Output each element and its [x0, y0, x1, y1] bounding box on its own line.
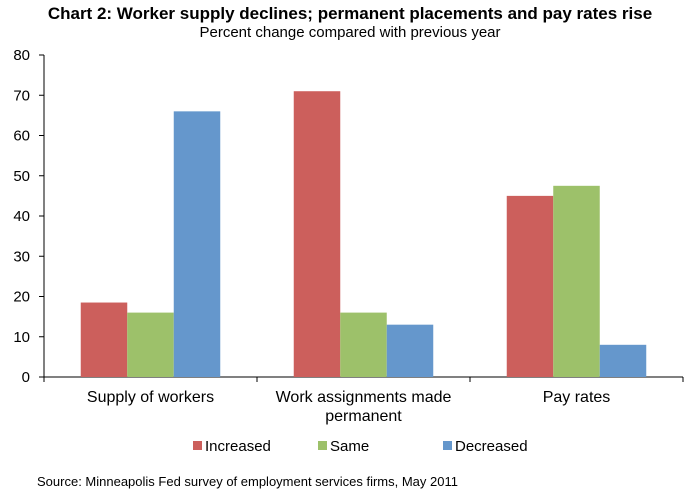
- legend-swatch-decreased: [443, 441, 452, 450]
- chart-bars: [80, 91, 647, 377]
- y-tick-label: 20: [13, 289, 30, 306]
- bar-decreased-1: [386, 324, 434, 377]
- y-tick-label: 80: [13, 47, 30, 64]
- bar-same-1: [340, 312, 387, 377]
- y-tick-label: 0: [22, 369, 30, 386]
- bar-same-2: [553, 185, 600, 377]
- y-tick-label: 40: [13, 208, 30, 225]
- category-label: Work assignments made: [276, 389, 452, 406]
- source-note: Source: Minneapolis Fed survey of employ…: [37, 474, 458, 489]
- legend-label-decreased: Decreased: [455, 438, 528, 455]
- legend-swatch-same: [318, 441, 327, 450]
- bar-chart: 0 10 20 30 40 50 60 70 80 Supply of workers Work …: [13, 47, 684, 455]
- category-label: permanent: [325, 408, 402, 425]
- bar-increased-0: [80, 302, 128, 377]
- category-label: Supply of workers: [87, 389, 214, 406]
- y-tick-label: 30: [13, 248, 30, 265]
- bar-same-0: [127, 312, 174, 377]
- y-tick-label: 60: [13, 128, 30, 145]
- legend-label-increased: Increased: [205, 438, 271, 455]
- legend-label-same: Same: [330, 438, 369, 455]
- bar-decreased-0: [173, 111, 221, 377]
- bar-increased-1: [293, 91, 341, 377]
- y-tick-label: 50: [13, 168, 30, 185]
- category-labels: Supply of workers Work assignments made pe…: [87, 389, 610, 425]
- bar-decreased-2: [599, 344, 647, 377]
- chart-title: Chart 2: Worker supply declines; permane…: [47, 4, 653, 23]
- bar-increased-2: [506, 195, 554, 377]
- legend-swatch-increased: [193, 441, 202, 450]
- category-label: Pay rates: [543, 389, 611, 406]
- chart-legend: Increased Same Decreased: [193, 438, 528, 455]
- y-tick-label: 70: [13, 87, 30, 104]
- chart-subtitle: Percent change compared with previous ye…: [199, 24, 501, 41]
- y-tick-label: 10: [13, 329, 30, 346]
